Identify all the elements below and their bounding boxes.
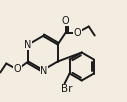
Text: O: O bbox=[13, 64, 21, 74]
Text: O: O bbox=[62, 16, 70, 26]
Text: N: N bbox=[40, 66, 48, 76]
Text: Br: Br bbox=[61, 84, 72, 94]
Text: O: O bbox=[74, 28, 82, 38]
Text: N: N bbox=[24, 39, 31, 49]
